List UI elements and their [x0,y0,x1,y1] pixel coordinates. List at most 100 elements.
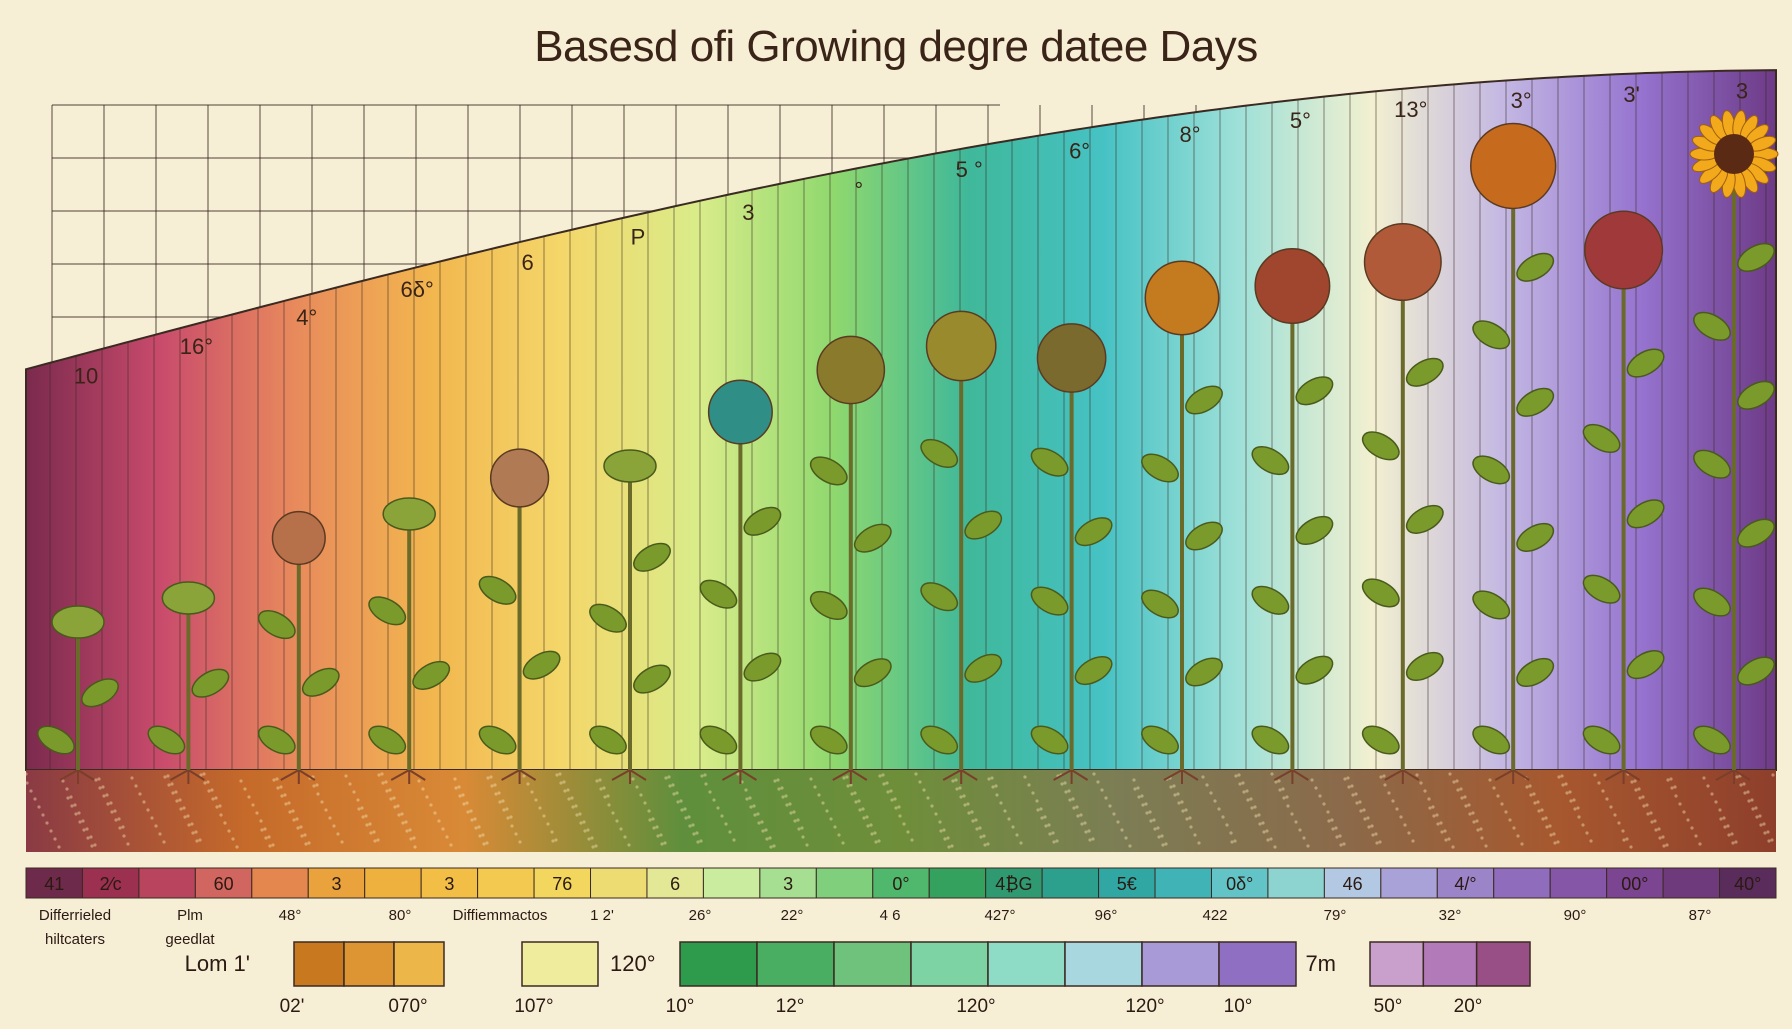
soil-speck [991,785,995,789]
column-value-label: 3 [1736,79,1748,104]
soil-speck [1436,822,1440,826]
plant-leaf [1295,655,1334,685]
soil-speck [562,780,566,784]
soil-speck [255,811,259,815]
soil-speck [90,844,94,848]
soil-speck [1031,791,1035,795]
legend-swatch [1369,941,1425,987]
plant-flower [1582,210,1665,784]
soil-speck [178,798,182,802]
column-value-label: 4° [296,305,317,330]
soil-speck [154,824,158,828]
soil-speck [1132,778,1136,782]
soil-speck [373,839,377,843]
soil-speck [1451,845,1455,849]
soil-speck [1310,778,1314,782]
soil-speck [396,804,400,808]
scale-sublabel: 48° [279,907,302,924]
soil-speck [680,808,684,812]
soil-speck [454,786,458,790]
soil-speck [793,819,797,823]
soil-speck [1327,819,1331,823]
soil-speck [894,806,898,810]
plant-bud [478,448,561,784]
soil-speck [1382,774,1386,778]
soil-speck [77,811,81,815]
soil-speck [429,803,433,807]
soil-speck [1120,828,1124,832]
soil-speck [882,782,886,786]
soil-speck [481,833,485,837]
legend-tick: 20° [1454,996,1483,1017]
legend-swatch [910,941,989,987]
soil-speck [1177,801,1181,805]
scale-cell-label: 5€ [1117,874,1137,894]
legend-swatch [1422,941,1478,987]
scale-cell [1719,867,1777,899]
column-value-label: 5° [1290,108,1311,133]
soil-speck [1164,842,1168,846]
soil-speck [1161,843,1165,847]
soil-speck [1572,798,1576,802]
soil-speck [299,825,303,829]
scale-cell [251,867,309,899]
soil-speck [1739,783,1743,787]
soil-speck [1657,827,1661,831]
soil-speck [619,827,623,831]
soil-speck [280,794,284,798]
soil-speck [1116,820,1120,824]
soil-speck [764,828,768,832]
soil-speck [1528,784,1532,788]
plant-root [1494,769,1530,784]
legend-swatch [521,941,599,987]
soil-speck [813,785,817,789]
soil-speck [1326,810,1330,814]
soil-speck [1281,787,1285,791]
soil-speck [1015,833,1019,837]
plant-leaf [699,579,738,609]
soil-speck [761,829,765,833]
scale-sublabel: 79° [1324,907,1347,924]
soil-speck [493,783,497,787]
soil-speck [315,783,319,787]
plant-leaf [920,725,959,755]
soil-speck [809,777,813,781]
soil-speck [1019,841,1023,845]
legend-tick: 10° [1224,996,1253,1017]
plant-leaf [1737,242,1775,272]
soil-speck [1556,840,1560,844]
soil-speck [1229,831,1233,835]
scale-cell [477,867,535,899]
soil-speck [1460,796,1464,800]
soil-speck [934,812,938,816]
soil-speck [1488,778,1492,782]
soil-speck [1362,808,1366,812]
column-value-label: 16° [180,334,213,359]
soil-speck [110,810,114,814]
plant-leaf [809,725,848,755]
soil-speck [1096,780,1100,784]
scale-cell [985,867,1043,899]
legend-swatch [1141,941,1220,987]
soil-speck [1148,810,1152,814]
soil-speck [1173,793,1177,797]
soil-speck [603,795,607,799]
plant-leaf-crown [382,497,436,531]
soil-speck [462,802,466,806]
soil-speck [1541,817,1545,821]
soil-speck [473,817,477,821]
soil-speck [477,825,481,829]
column-value-label: 3' [1623,82,1639,107]
soil-speck [845,775,849,779]
soil-speck [1246,798,1250,802]
plant-leaf [81,678,119,708]
soil-speck [1339,843,1343,847]
soil-speck [1759,823,1763,827]
scale-cell-label: 3 [783,874,793,894]
soil-speck [381,781,385,785]
soil-speck [1642,804,1646,808]
soil-speck [1141,803,1145,807]
soil-speck [1750,798,1754,802]
soil-speck [757,821,761,825]
